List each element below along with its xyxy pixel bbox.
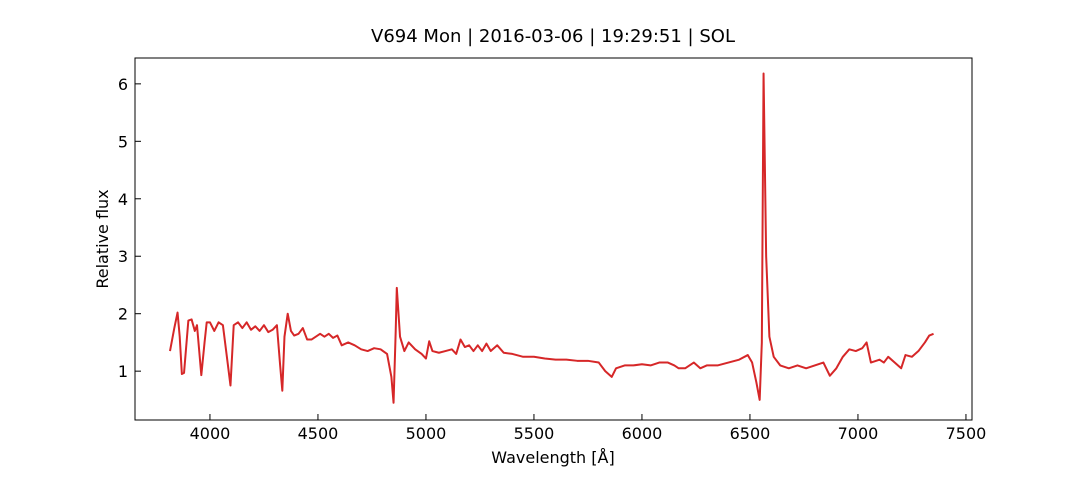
y-tick-label: 6 <box>118 75 128 94</box>
x-tick-label: 6000 <box>622 424 663 443</box>
y-tick-label: 4 <box>118 190 128 209</box>
y-tick-label: 1 <box>118 362 128 381</box>
x-tick-label: 5500 <box>514 424 555 443</box>
x-axis-label: Wavelength [Å] <box>491 448 614 467</box>
y-tick-label: 2 <box>118 305 128 324</box>
y-axis-label: Relative flux <box>93 189 112 288</box>
x-tick-label: 6500 <box>730 424 771 443</box>
y-tick-label: 3 <box>118 247 128 266</box>
plot-frame <box>134 57 973 421</box>
x-tick-label: 7000 <box>838 424 879 443</box>
x-tick-label: 4000 <box>190 424 231 443</box>
y-tick-label: 5 <box>118 132 128 151</box>
x-tick-label: 5000 <box>406 424 447 443</box>
x-tick-label: 7500 <box>946 424 987 443</box>
spectrum-line <box>169 72 934 404</box>
x-tick-label: 4500 <box>298 424 339 443</box>
chart-title: V694 Mon | 2016-03-06 | 19:29:51 | SOL <box>371 26 735 47</box>
